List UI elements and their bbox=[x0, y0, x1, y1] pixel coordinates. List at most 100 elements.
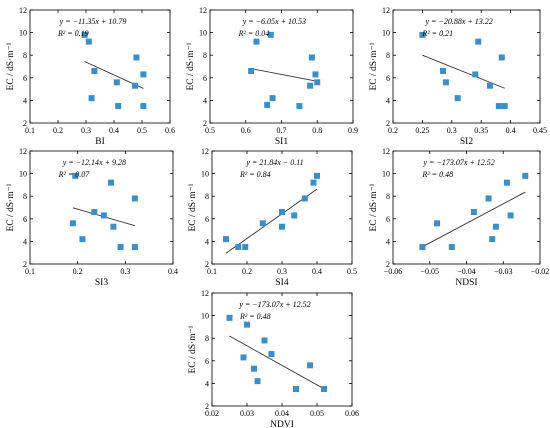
data-point bbox=[492, 223, 499, 230]
y-tick-label: 4 bbox=[23, 96, 27, 105]
data-point bbox=[72, 172, 79, 179]
x-tick-label: 0.4 bbox=[506, 126, 516, 135]
data-point bbox=[254, 378, 261, 385]
data-point bbox=[314, 79, 321, 86]
data-point bbox=[522, 172, 529, 179]
y-tick-label: 10 bbox=[19, 29, 27, 38]
data-point bbox=[267, 31, 274, 38]
x-tick-label: 0.3 bbox=[277, 267, 287, 276]
y-tick-label: 4 bbox=[203, 96, 207, 105]
x-tick-label: 0.25 bbox=[415, 126, 429, 135]
data-point bbox=[248, 68, 255, 75]
y-tick-label: 6 bbox=[203, 74, 207, 83]
x-tick-label: 0.35 bbox=[474, 126, 488, 135]
x-tick-label: 0.5 bbox=[347, 267, 357, 276]
data-point bbox=[140, 103, 147, 110]
data-point bbox=[279, 223, 285, 230]
x-tick-label: 0.2 bbox=[388, 126, 398, 135]
chart-panel-3: 0.2 0.25 0.3 0.35 0.4 0.45 2 4 6 8 10 12 SI2 EC / dS·… bbox=[369, 6, 547, 147]
regression-line bbox=[229, 335, 325, 390]
x-tick-label: 0.2 bbox=[242, 267, 252, 276]
data-point bbox=[131, 244, 138, 251]
y-axis-label: EC / dS·m⁻¹ bbox=[6, 42, 16, 90]
x-tick-label: 0.4 bbox=[109, 126, 119, 135]
data-point bbox=[442, 79, 449, 86]
y-tick-label: 10 bbox=[201, 170, 209, 179]
x-tick-label: 0.03 bbox=[240, 409, 254, 418]
y-axis-label: EC / dS·m⁻¹ bbox=[186, 42, 196, 90]
data-point bbox=[110, 223, 117, 230]
y-tick-label: 4 bbox=[205, 237, 209, 246]
y-tick-label: 4 bbox=[386, 96, 390, 105]
data-point bbox=[79, 236, 86, 243]
data-point bbox=[268, 351, 275, 358]
x-tick-label: 0.8 bbox=[312, 126, 322, 135]
data-point bbox=[489, 236, 496, 243]
plot-frame bbox=[29, 150, 174, 265]
plot-frame bbox=[211, 292, 353, 407]
chart-panel-5: 0.1 0.2 0.3 0.4 0.5 2 4 6 8 10 12 SI4 EC / dS·m⁻¹ y =… bbox=[188, 147, 357, 288]
x-tick-label: 0.06 bbox=[345, 409, 359, 418]
y-tick-label: 6 bbox=[205, 215, 209, 224]
data-point bbox=[88, 95, 95, 102]
regression-equation: y = −173.07x + 12.52 bbox=[238, 300, 310, 309]
y-axis-label: EC / dS·m⁻¹ bbox=[6, 183, 16, 231]
data-point bbox=[81, 31, 88, 38]
y-tick-label: 2 bbox=[203, 119, 207, 128]
y-axis-label: EC / dS·m⁻¹ bbox=[188, 325, 198, 373]
data-point bbox=[470, 209, 477, 216]
y-tick-label: 10 bbox=[19, 170, 27, 179]
y-tick-label: 2 bbox=[386, 260, 390, 269]
x-tick-label: 0.2 bbox=[73, 267, 83, 276]
plot-frame bbox=[209, 9, 354, 124]
y-tick-label: 10 bbox=[199, 29, 207, 38]
plot-frame bbox=[211, 150, 353, 265]
y-axis-label: EC / dS·m⁻¹ bbox=[369, 183, 379, 231]
data-point bbox=[242, 244, 249, 251]
data-point bbox=[475, 38, 482, 45]
x-tick-label: 0.1 bbox=[207, 267, 217, 276]
y-tick-label: 4 bbox=[386, 237, 390, 246]
data-point bbox=[133, 54, 140, 61]
regression-line bbox=[251, 68, 318, 82]
x-tick-label: 0.3 bbox=[447, 126, 457, 135]
r-squared-label: R² = 0.84 bbox=[239, 170, 271, 179]
x-tick-label: 0.3 bbox=[120, 267, 130, 276]
data-point bbox=[419, 244, 426, 251]
plot-frame bbox=[392, 150, 541, 265]
data-point bbox=[301, 195, 308, 202]
r-squared-label: R² = 0.48 bbox=[239, 312, 271, 321]
regression-equation: y = −6.05x + 10.53 bbox=[242, 17, 306, 26]
x-tick-label: 0.45 bbox=[533, 126, 547, 135]
x-axis-label: NDSI bbox=[455, 278, 477, 288]
y-tick-label: 2 bbox=[23, 119, 27, 128]
data-point bbox=[69, 220, 76, 227]
data-point bbox=[439, 68, 446, 75]
data-point bbox=[308, 54, 315, 61]
data-point bbox=[314, 172, 320, 179]
y-tick-label: 12 bbox=[382, 6, 390, 15]
y-tick-label: 12 bbox=[19, 147, 27, 156]
x-tick-label: −0.05 bbox=[420, 267, 439, 276]
data-point bbox=[321, 386, 327, 393]
y-tick-label: 12 bbox=[201, 147, 209, 156]
r-squared-label: R² = 0.19 bbox=[57, 29, 89, 38]
data-point bbox=[261, 337, 268, 344]
y-axis-label: EC / dS·m⁻¹ bbox=[188, 183, 198, 231]
x-tick-label: 0.4 bbox=[312, 267, 322, 276]
y-tick-label: 8 bbox=[203, 51, 207, 60]
plot-frame bbox=[392, 9, 541, 124]
y-tick-label: 8 bbox=[386, 51, 390, 60]
y-tick-label: 6 bbox=[386, 215, 390, 224]
x-tick-label: 0.7 bbox=[277, 126, 287, 135]
data-point bbox=[448, 244, 455, 251]
x-tick-label: 0.6 bbox=[165, 126, 175, 135]
x-tick-label: −0.02 bbox=[531, 267, 550, 276]
regression-equation: y = 21.84x − 0.11 bbox=[245, 158, 303, 167]
data-point bbox=[140, 71, 147, 78]
x-tick-label: 0.05 bbox=[310, 409, 324, 418]
regression-line bbox=[422, 191, 526, 248]
data-point bbox=[113, 79, 120, 86]
y-tick-label: 2 bbox=[205, 402, 209, 411]
y-tick-label: 2 bbox=[386, 119, 390, 128]
